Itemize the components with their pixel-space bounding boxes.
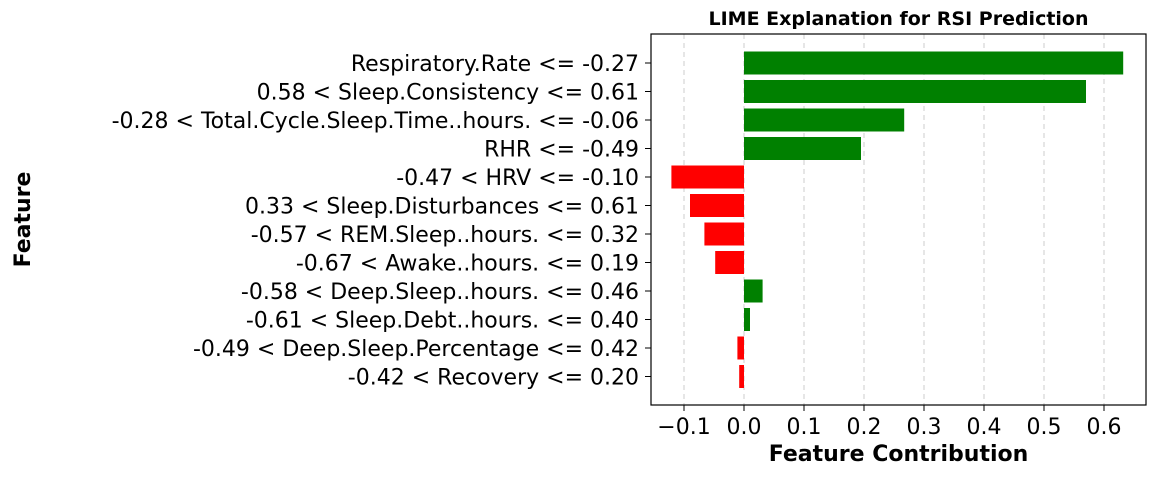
bar xyxy=(671,165,744,189)
y-tick-labels: Respiratory.Rate <= -0.27 0.58 < Sleep.Co… xyxy=(112,52,651,391)
bar xyxy=(744,279,763,303)
bar xyxy=(739,365,744,388)
bar xyxy=(744,108,905,132)
x-tick-label: 0.4 xyxy=(967,415,1002,440)
y-axis-label: Feature xyxy=(11,172,36,268)
y-tick-label: -0.47 < HRV <= -0.10 xyxy=(396,166,639,191)
chart-title: LIME Explanation for RSI Prediction xyxy=(708,8,1088,30)
x-tick-labels: −0.1 0.0 0.1 0.2 0.3 0.4 0.5 0.6 xyxy=(657,405,1122,440)
x-tick-label: −0.1 xyxy=(657,415,710,440)
x-tick-label: 0.0 xyxy=(727,415,762,440)
x-axis-label: Feature Contribution xyxy=(769,442,1029,467)
bar xyxy=(704,222,744,246)
y-tick-label: -0.58 < Deep.Sleep..hours. <= 0.46 xyxy=(241,280,639,305)
y-tick-label: RHR <= -0.49 xyxy=(484,138,639,163)
y-tick-label: -0.42 < Recovery <= 0.20 xyxy=(348,366,639,391)
x-tick-label: 0.2 xyxy=(847,415,882,440)
bar xyxy=(737,336,744,360)
y-tick-label: -0.49 < Deep.Sleep.Percentage <= 0.42 xyxy=(193,337,639,362)
x-tick-label: 0.6 xyxy=(1087,415,1122,440)
y-tick-label: -0.57 < REM.Sleep..hours. <= 0.32 xyxy=(251,223,639,248)
y-tick-label: 0.33 < Sleep.Disturbances <= 0.61 xyxy=(245,195,639,220)
bar xyxy=(690,194,744,217)
bar xyxy=(744,137,861,160)
y-tick-label: 0.58 < Sleep.Consistency <= 0.61 xyxy=(257,81,639,106)
y-tick-label: Respiratory.Rate <= -0.27 xyxy=(351,52,639,77)
x-tick-label: 0.3 xyxy=(907,415,942,440)
y-tick-label: -0.61 < Sleep.Debt..hours. <= 0.40 xyxy=(246,309,639,334)
y-tick-label: -0.28 < Total.Cycle.Sleep.Time..hours. <… xyxy=(112,109,639,134)
y-tick-label: -0.67 < Awake..hours. <= 0.19 xyxy=(296,252,639,277)
x-tick-label: 0.5 xyxy=(1027,415,1062,440)
bar xyxy=(744,80,1086,103)
plot-frame xyxy=(650,33,1147,406)
bars xyxy=(671,51,1124,388)
bar xyxy=(744,51,1124,75)
x-tick-label: 0.1 xyxy=(787,415,822,440)
bar xyxy=(744,308,750,331)
bar xyxy=(715,251,744,274)
